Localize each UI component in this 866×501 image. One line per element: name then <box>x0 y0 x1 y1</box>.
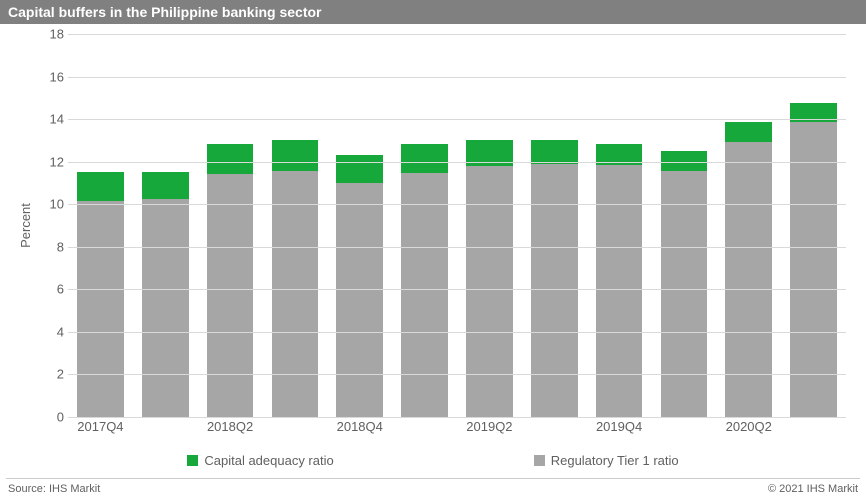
gridline <box>68 289 846 290</box>
x-axis: 2017Q4 2018Q2 2018Q4 2019Q2 2019Q4 2020Q2 <box>68 419 846 439</box>
bar-slot <box>716 34 781 417</box>
bar-segment-car <box>401 144 448 173</box>
x-tick-label: 2018Q2 <box>207 419 253 434</box>
bar <box>466 91 513 417</box>
bar-slot <box>522 34 587 417</box>
y-axis: Percent <box>0 34 50 417</box>
bar-segment-tier1 <box>272 171 319 417</box>
bar <box>661 98 708 417</box>
bar-segment-car <box>725 122 772 143</box>
bar-container <box>68 34 846 417</box>
bar-segment-car <box>207 144 254 175</box>
bar <box>596 94 643 417</box>
x-tick-label: 2020Q2 <box>726 419 772 434</box>
bar-segment-car <box>336 155 383 183</box>
y-tick-label: 8 <box>30 239 64 254</box>
gridline <box>68 417 846 418</box>
bar-segment-tier1 <box>790 122 837 417</box>
y-tick-label: 16 <box>30 69 64 84</box>
gridline <box>68 332 846 333</box>
bar-slot <box>651 34 716 417</box>
plot-region: 024681012141618 <box>68 34 846 417</box>
legend: Capital adequacy ratio Regulatory Tier 1… <box>0 447 866 478</box>
y-tick-label: 6 <box>30 282 64 297</box>
bar <box>531 91 578 417</box>
footer-divider <box>6 478 860 479</box>
bar-slot <box>392 34 457 417</box>
bar-slot <box>587 34 652 417</box>
gridline <box>68 204 846 205</box>
bar-slot <box>262 34 327 417</box>
bar-segment-car <box>272 140 319 171</box>
bar-slot <box>133 34 198 417</box>
legend-label-car: Capital adequacy ratio <box>204 453 333 468</box>
gridline <box>68 374 846 375</box>
bar <box>725 81 772 417</box>
legend-swatch-car <box>187 455 198 466</box>
bar-segment-tier1 <box>596 165 643 417</box>
legend-swatch-tier1 <box>534 455 545 466</box>
bar-segment-tier1 <box>661 171 708 417</box>
y-tick-label: 2 <box>30 367 64 382</box>
chart-title: Capital buffers in the Philippine bankin… <box>8 4 321 20</box>
y-tick-label: 0 <box>30 410 64 425</box>
bar-segment-tier1 <box>77 201 124 417</box>
bar-segment-car <box>77 172 124 201</box>
y-tick-label: 4 <box>30 324 64 339</box>
bar-slot <box>781 34 846 417</box>
y-tick-label: 12 <box>30 154 64 169</box>
bar <box>77 111 124 417</box>
chart-area: Percent 024681012141618 2017Q42018Q22018… <box>0 24 866 447</box>
bar-slot <box>327 34 392 417</box>
gridline <box>68 247 846 248</box>
bar <box>336 100 383 417</box>
bar-segment-tier1 <box>725 142 772 417</box>
x-tick-label: 2017Q4 <box>77 419 123 434</box>
x-tick-label: 2018Q4 <box>337 419 383 434</box>
bar-slot <box>198 34 263 417</box>
bar-segment-tier1 <box>401 173 448 417</box>
gridline <box>68 34 846 35</box>
bar <box>207 94 254 417</box>
bar-slot <box>68 34 133 417</box>
gridline <box>68 77 846 78</box>
bar <box>401 94 448 417</box>
legend-label-tier1: Regulatory Tier 1 ratio <box>551 453 679 468</box>
bar-segment-tier1 <box>142 199 189 417</box>
bar-segment-tier1 <box>336 183 383 417</box>
gridline <box>68 119 846 120</box>
legend-item-tier1: Regulatory Tier 1 ratio <box>534 453 679 468</box>
x-tick-label: 2019Q2 <box>466 419 512 434</box>
y-tick-label: 10 <box>30 197 64 212</box>
y-tick-label: 14 <box>30 112 64 127</box>
x-tick-label: 2019Q4 <box>596 419 642 434</box>
bar <box>272 91 319 417</box>
bar-segment-car <box>142 172 189 199</box>
bar-segment-car <box>531 140 578 164</box>
bar <box>790 70 837 417</box>
bar-segment-tier1 <box>531 164 578 417</box>
gridline <box>68 162 846 163</box>
footer: Source: IHS Markit © 2021 IHS Markit <box>0 483 866 501</box>
bar-slot <box>457 34 522 417</box>
chart-title-bar: Capital buffers in the Philippine bankin… <box>0 0 866 24</box>
footer-source: Source: IHS Markit <box>8 483 100 495</box>
bar-segment-tier1 <box>207 174 254 417</box>
footer-copyright: © 2021 IHS Markit <box>768 483 858 495</box>
y-tick-label: 18 <box>30 27 64 42</box>
legend-item-car: Capital adequacy ratio <box>187 453 333 468</box>
bar <box>142 111 189 417</box>
